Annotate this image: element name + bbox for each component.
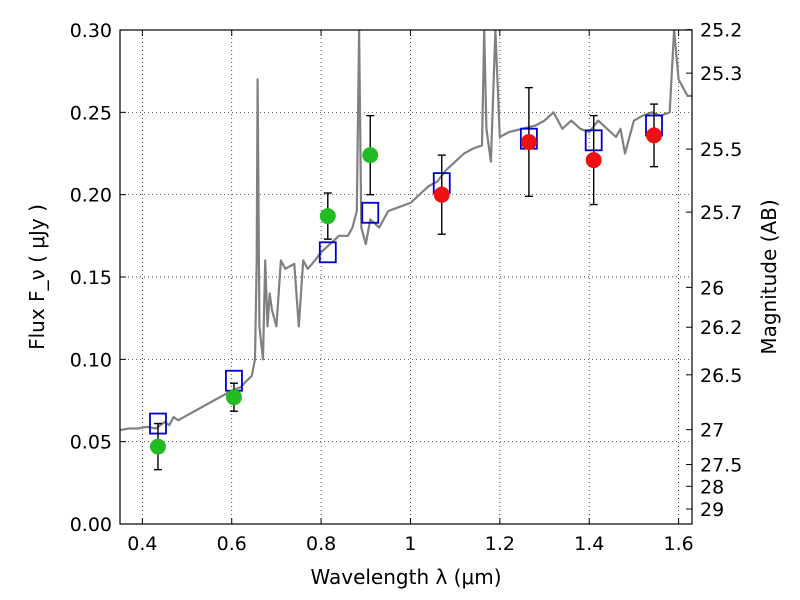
grid-lines bbox=[120, 29, 692, 525]
y-axis-label: Flux F_ν ( μJy ) bbox=[25, 204, 49, 350]
mag-tick-label: 25.7 bbox=[700, 202, 742, 224]
plot-area bbox=[120, 30, 692, 471]
mag-tick-label: 29 bbox=[700, 499, 724, 521]
x-axis-label: Wavelength λ (μm) bbox=[310, 565, 501, 589]
observed-point bbox=[433, 186, 450, 203]
axes-frame bbox=[119, 29, 693, 525]
y-tick-label: 0.00 bbox=[70, 514, 112, 536]
right-y-axis-label: Magnitude (AB) bbox=[757, 199, 781, 354]
mag-tick-label: 26.2 bbox=[700, 317, 742, 339]
x-tick-label: 0.4 bbox=[127, 533, 157, 555]
spectrum-line bbox=[120, 30, 692, 432]
y-tick-label: 0.15 bbox=[70, 267, 112, 289]
observed-point bbox=[585, 152, 602, 169]
x-tick-label: 1.4 bbox=[574, 533, 604, 555]
observed-point bbox=[362, 147, 379, 164]
observed-point bbox=[225, 389, 242, 406]
x-tick-label: 1.2 bbox=[485, 533, 515, 555]
observed-point bbox=[149, 438, 166, 455]
observed-point bbox=[520, 133, 537, 150]
y-tick-label: 0.25 bbox=[70, 102, 112, 124]
mag-tick-label: 26 bbox=[700, 277, 724, 299]
mag-tick-label: 25.5 bbox=[700, 139, 742, 161]
y-tick-label: 0.30 bbox=[70, 20, 112, 42]
mag-tick-label: 25.2 bbox=[700, 20, 742, 42]
mag-tick-label: 27 bbox=[700, 420, 724, 442]
mag-tick-label: 25.3 bbox=[700, 63, 742, 85]
x-tick-label: 1 bbox=[404, 533, 416, 555]
model-square-point bbox=[318, 241, 337, 264]
axis-ticks: 0.4 0.6 0.8 1 1.2 1.4 1.6 0.00 0.05 0.10 0.15 0.20 0… bbox=[70, 20, 743, 555]
y-tick-label: 0.20 bbox=[70, 185, 112, 207]
y-tick-label: 0.05 bbox=[70, 432, 112, 454]
y-tick-label: 0.10 bbox=[70, 349, 112, 371]
model-square-point bbox=[361, 201, 380, 224]
observed-point bbox=[646, 127, 663, 144]
x-tick-label: 1.6 bbox=[663, 533, 693, 555]
mag-tick-label: 27.5 bbox=[700, 455, 742, 477]
x-tick-label: 0.8 bbox=[306, 533, 336, 555]
observed-point bbox=[319, 208, 336, 225]
x-tick-label: 0.6 bbox=[217, 533, 247, 555]
mag-tick-label: 26.5 bbox=[700, 365, 742, 387]
mag-tick-label: 28 bbox=[700, 476, 724, 498]
